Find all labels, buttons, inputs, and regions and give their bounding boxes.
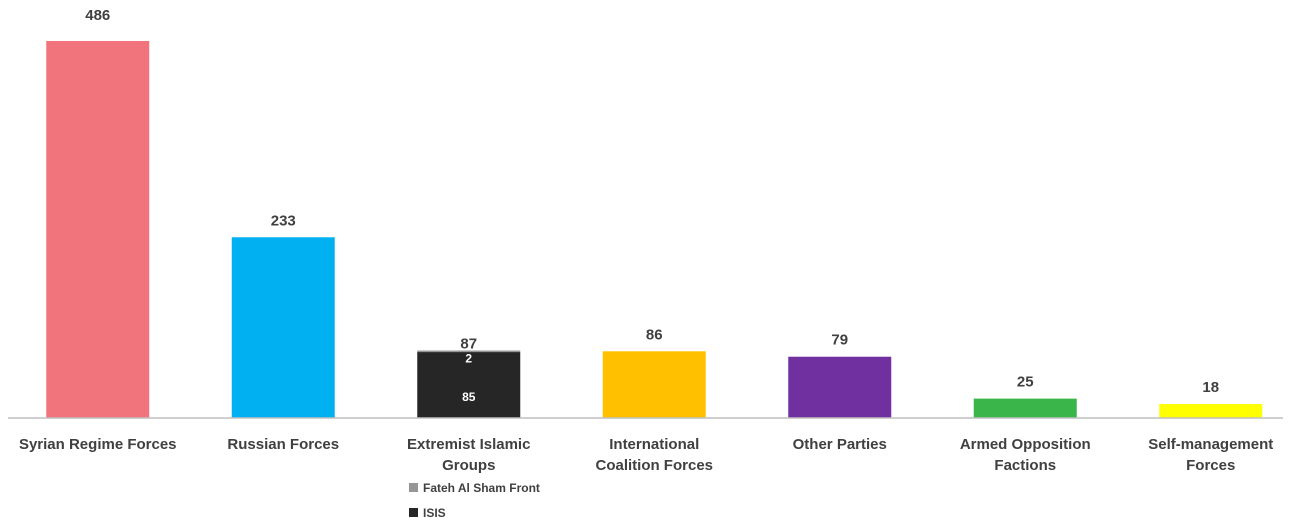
category-label-line: International (609, 436, 699, 453)
segment-label-isis: 85 (462, 390, 476, 404)
category-label-line: Groups (442, 457, 495, 474)
category-label-line: Russian Forces (227, 436, 339, 453)
category-label-line: Factions (994, 457, 1056, 474)
legend-swatch-fateh-al-sham-front (409, 483, 418, 492)
value-label-russian-forces: 233 (271, 212, 296, 229)
category-label-extremist-islamic-groups: Extremist Islamic Groups (407, 436, 530, 474)
category-label-line: Extremist Islamic (407, 436, 530, 453)
category-label-russian-forces: Russian Forces (227, 436, 339, 453)
legend-label-isis: ISIS (423, 506, 446, 520)
category-label-international-coalition-forces: International Coalition Forces (595, 436, 713, 474)
category-label-line: Forces (1186, 457, 1235, 474)
value-label-other-parties: 79 (831, 332, 848, 349)
legend-label-fateh-al-sham-front: Fateh Al Sham Front (423, 481, 540, 495)
category-label-line: Self-management (1148, 436, 1273, 453)
bar-extremist-islamic-groups-fateh-al-sham-front (417, 350, 521, 353)
labels-group: 486 Syrian Regime Forces 233 Russian Forces… (19, 7, 1273, 474)
category-label-line: Syrian Regime Forces (19, 436, 177, 453)
bars-group (46, 41, 1263, 418)
bar-self-management-forces (1159, 404, 1263, 418)
category-label-line: Other Parties (793, 436, 887, 453)
value-label-self-management-forces: 18 (1202, 379, 1219, 396)
legend: Fateh Al Sham Front ISIS (409, 481, 540, 520)
category-label-line: Armed Opposition (960, 436, 1091, 453)
bar-armed-opposition-factions (973, 398, 1077, 418)
bar-other-parties (788, 356, 892, 418)
category-label-armed-opposition-factions: Armed Opposition Factions (960, 436, 1091, 474)
bar-russian-forces (231, 237, 335, 418)
category-label-syrian-regime-forces: Syrian Regime Forces (19, 436, 177, 453)
segment-label-fateh-al-sham-front: 2 (465, 351, 472, 365)
bar-international-coalition-forces (602, 351, 706, 418)
value-label-extremist-islamic-groups: 87 (460, 336, 477, 353)
value-label-international-coalition-forces: 86 (646, 326, 663, 343)
category-label-self-management-forces: Self-management Forces (1148, 436, 1273, 474)
category-label-line: Coalition Forces (595, 457, 713, 474)
value-label-armed-opposition-factions: 25 (1017, 374, 1034, 391)
value-label-syrian-regime-forces: 486 (85, 7, 110, 24)
legend-swatch-isis (409, 508, 418, 517)
category-label-other-parties: Other Parties (793, 436, 887, 453)
bar-extremist-islamic-groups-isis (417, 352, 521, 418)
bar-syrian-regime-forces (46, 41, 150, 418)
